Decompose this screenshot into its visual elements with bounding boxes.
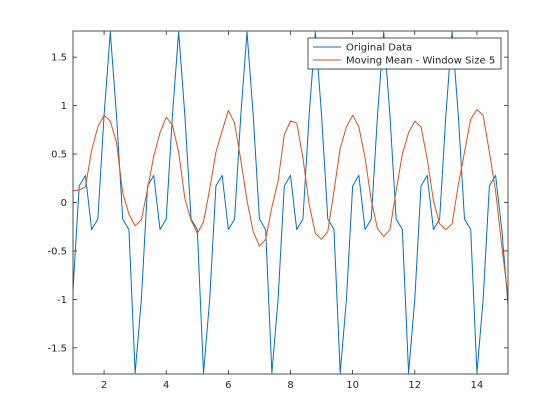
x-axis-ticks: 2 4 6 8 10 12 14 [101,31,483,391]
plot-area [73,31,508,374]
x-tick-label: 6 [225,380,231,391]
x-tick-label: 12 [408,380,421,391]
legend-box [307,37,502,70]
x-tick-label: 14 [471,380,484,391]
y-tick-label: -1.5 [47,343,67,354]
y-tick-label: 1 [61,101,67,112]
legend-label-moving-mean: Moving Mean - Window Size 5 [346,56,495,67]
legend-label-original-data: Original Data [346,43,412,54]
y-tick-label: 0.5 [51,150,67,161]
y-tick-label: 0 [61,198,67,209]
series-line-original-data [73,31,508,374]
y-tick-label: -1 [57,295,67,306]
series-line-moving-mean [73,108,508,297]
y-tick-label: 1.5 [51,53,67,64]
x-tick-label: 2 [101,380,107,391]
x-tick-label: 10 [346,380,359,391]
y-axis-ticks: -1.5 -1 -0.5 0 0.5 1 1.5 [47,53,508,354]
y-tick-label: -0.5 [47,246,67,257]
legend: Original Data Moving Mean - Window Size … [307,37,502,70]
axes-box [72,30,509,375]
x-tick-label: 8 [287,380,293,391]
series-group [73,31,508,374]
x-tick-label: 4 [163,380,169,391]
